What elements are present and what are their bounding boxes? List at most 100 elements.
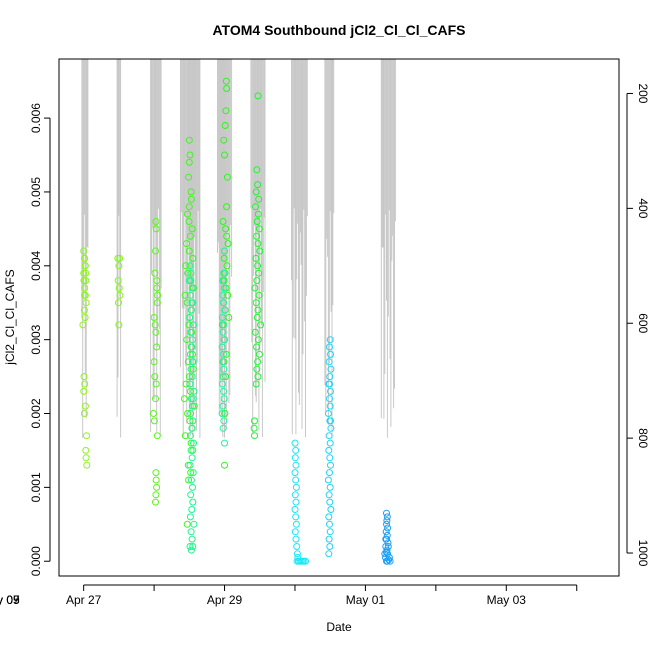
data-point [186,291,194,299]
data-point [324,410,332,417]
data-point [253,314,261,321]
data-point [188,343,196,351]
data-point [151,321,159,329]
data-point [292,520,300,528]
data-point [291,454,299,462]
data-point [251,432,258,440]
data-point [153,483,161,491]
data-point [79,321,87,329]
x-tick-label: May 07 [0,593,20,607]
data-point [326,402,334,410]
chart-title: ATOM4 Southbound jCl2_Cl_Cl_CAFS [212,22,465,38]
data-point [292,461,300,469]
data-point [220,254,228,262]
y-axis: 0.000 0.001 0.002 0.003 0.004 0.005 0.006 [29,103,51,576]
x-tick-label: May 01 [346,593,386,607]
data-point [151,373,159,381]
data-point [326,395,333,403]
y2-tick-label: 600 [636,313,650,333]
data-point [185,321,193,329]
data-point [152,498,159,506]
data-point [224,291,232,299]
data-point [151,269,159,277]
data-point [189,498,197,506]
data-point [152,247,159,255]
data-point [83,432,90,440]
data-point [383,531,391,539]
data-point [384,539,392,547]
data-point [294,554,302,561]
data-point [254,306,262,314]
data-point [219,218,227,225]
y2-tick-label: 400 [636,198,650,218]
data-point [187,277,195,285]
plot-frame [58,58,620,577]
data-point [293,550,301,558]
x-tick-label: May 05 [0,593,20,607]
data-point [186,513,194,521]
data-point [190,520,198,528]
data-point [152,218,160,225]
data-point [190,439,197,447]
data-point [219,373,227,381]
data-point [220,284,228,292]
data-point [186,350,194,358]
data-point [81,380,89,388]
data-point [188,535,196,543]
data-point [182,380,190,388]
data-point [383,509,390,517]
data-point [220,136,228,144]
data-point [152,225,160,233]
data-point [187,365,195,373]
data-points [79,77,394,565]
data-point [326,483,334,491]
data-point [153,284,161,292]
y2-tick-label: 200 [636,83,650,103]
data-point [184,358,192,366]
data-point [293,557,301,565]
data-point [150,314,158,321]
data-point [187,491,195,499]
data-point [255,195,263,203]
data-point [185,218,193,225]
data-point [221,439,228,447]
data-point [254,181,262,189]
data-point [153,343,161,351]
data-point [382,535,390,543]
data-point [221,306,229,314]
data-point [186,387,194,395]
data-point [254,262,262,270]
data-point [327,387,334,395]
data-point [219,402,227,410]
data-point [252,188,260,196]
data-point [180,395,188,403]
y-tick-label: 0.000 [29,546,43,576]
data-point [219,358,227,366]
data-point [255,269,263,277]
data-point [82,454,90,462]
data-point [187,469,195,477]
data-point [115,284,123,292]
data-point [187,306,195,314]
data-point [188,506,196,513]
data-point [220,321,228,329]
data-point [82,277,90,285]
data-point [254,92,262,100]
data-point [223,85,231,92]
data-point [325,550,333,558]
y-tick-label: 0.006 [29,103,43,133]
y-tick-label: 0.005 [29,177,43,207]
y-tick-label: 0.001 [29,472,43,502]
data-point [327,506,335,513]
data-point [252,203,259,211]
data-point [189,483,196,491]
data-point [254,336,262,344]
x-tick-label: May 03 [487,593,527,607]
data-point [187,195,195,203]
data-point [187,188,195,196]
data-point [189,395,197,403]
data-point [181,432,189,440]
data-point [254,240,262,248]
data-point [189,469,197,477]
data-point [186,432,194,440]
